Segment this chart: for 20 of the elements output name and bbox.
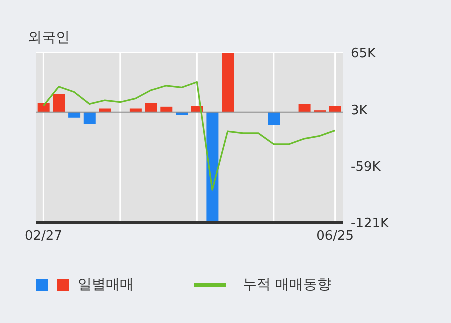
legend-label: 누적 매매동향 <box>243 276 332 294</box>
x-tick-label: 02/27 <box>24 229 62 244</box>
line-series <box>42 81 336 191</box>
bar <box>298 104 311 112</box>
x-tick-label: 06/25 <box>316 229 354 244</box>
y-tick-label: -121K <box>351 216 390 232</box>
bar <box>160 106 173 112</box>
bar <box>329 106 342 112</box>
bar <box>68 112 81 118</box>
bar <box>222 53 234 112</box>
bar <box>84 112 96 124</box>
y-tick-label: -59K <box>351 160 382 175</box>
chart-title: 외국인 <box>28 29 70 47</box>
legend-label: 일별매매 <box>78 276 134 294</box>
bar <box>206 112 219 222</box>
y-tick-label: 65K <box>351 46 377 62</box>
bar <box>145 103 158 112</box>
bar <box>268 112 280 126</box>
bar <box>53 94 66 112</box>
y-tick-label: 3K <box>351 103 368 118</box>
